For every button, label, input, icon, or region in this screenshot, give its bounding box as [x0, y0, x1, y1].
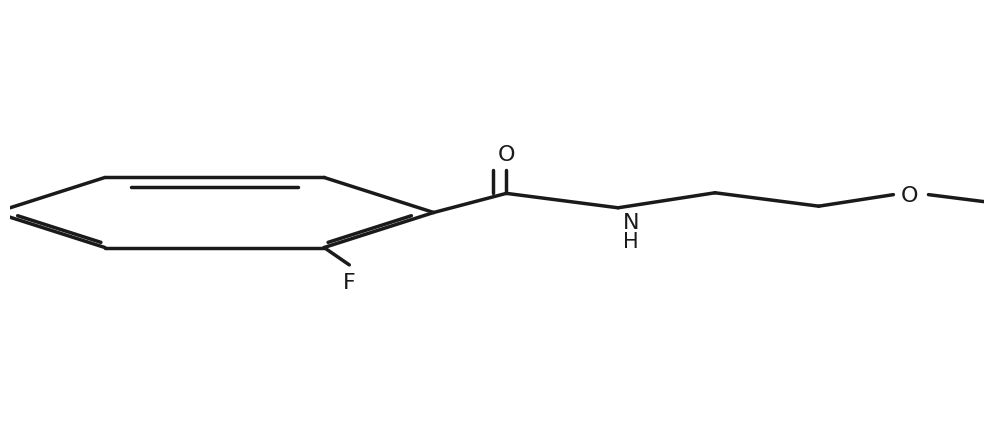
Text: O: O — [902, 185, 918, 205]
Text: O: O — [498, 144, 515, 164]
Text: H: H — [623, 231, 638, 251]
Text: N: N — [623, 213, 639, 233]
Text: F: F — [343, 273, 356, 293]
